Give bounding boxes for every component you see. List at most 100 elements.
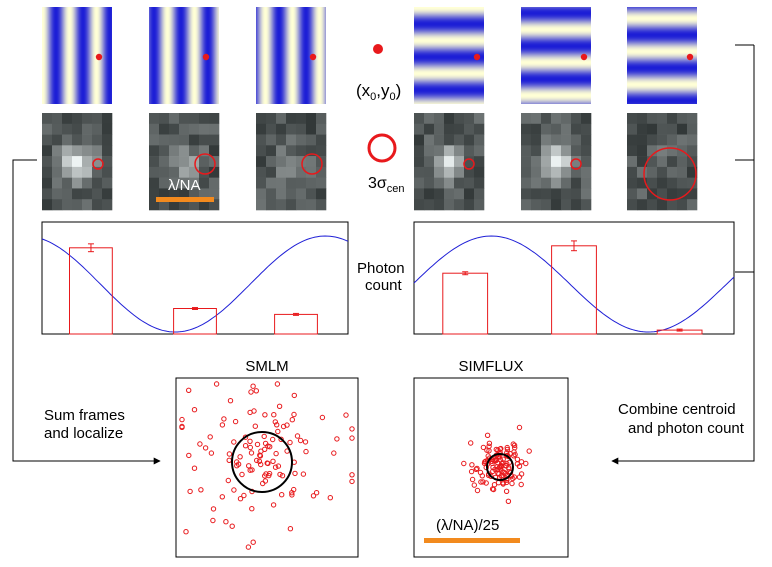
pixel [444, 177, 455, 189]
pixel [42, 166, 53, 178]
pixel [209, 134, 220, 146]
pixel [667, 123, 678, 135]
pixel [637, 188, 648, 200]
localization-point [191, 407, 198, 413]
pixel [627, 199, 638, 211]
localization-point [234, 459, 240, 465]
pixel [541, 134, 552, 146]
pixel [286, 134, 297, 146]
pixel [581, 177, 592, 189]
pixel [189, 145, 200, 157]
localization-point [480, 479, 486, 485]
pixel [266, 113, 277, 125]
pixel [199, 134, 210, 146]
pixel [82, 166, 93, 178]
pixel [256, 123, 267, 135]
localization-point [300, 471, 307, 477]
pixel [316, 188, 327, 200]
pixel [256, 145, 267, 157]
pixel [474, 199, 485, 211]
pixel [677, 166, 688, 178]
pixel [179, 188, 190, 200]
pixel [316, 145, 327, 157]
pixel [102, 188, 113, 200]
localization-point [246, 463, 252, 469]
localization-point [270, 458, 276, 464]
pixel [521, 199, 532, 211]
localization-point [186, 387, 192, 393]
localization-point [291, 486, 297, 493]
photon-bar [442, 272, 489, 335]
pixel [657, 199, 668, 211]
localization-point [223, 519, 229, 525]
localization-point [500, 481, 506, 487]
pixel [667, 113, 678, 125]
simflux-title: SIMFLUX [458, 358, 523, 375]
localization-point [258, 461, 264, 468]
localization-point [249, 467, 255, 473]
pixel [316, 123, 327, 135]
pixel [102, 177, 113, 189]
pixel [266, 199, 277, 211]
localization-point [484, 447, 490, 453]
pixel [444, 145, 455, 157]
pixel [474, 113, 485, 125]
pixel [627, 134, 638, 146]
pixel [286, 156, 297, 168]
simflux-scatter [413, 377, 569, 558]
pixel [82, 134, 93, 146]
pixel [444, 113, 455, 125]
pixel [424, 134, 435, 146]
pixel [266, 177, 277, 189]
pixel [159, 145, 170, 157]
pixel [256, 156, 267, 168]
localization-point [490, 464, 496, 471]
pixel [647, 177, 658, 189]
pixel [424, 166, 435, 178]
localization-point [349, 426, 355, 432]
pixel [306, 145, 317, 157]
pixel [286, 145, 297, 157]
camera-frame [627, 113, 698, 211]
pixel [657, 156, 668, 168]
scale-bar-right-label: (λ/NA)/25 [436, 517, 499, 534]
localization-point [251, 408, 257, 414]
pixel [444, 123, 455, 135]
localization-point [265, 460, 271, 467]
localization-point [516, 474, 523, 480]
pixel [316, 113, 327, 125]
localization-point [294, 433, 301, 439]
pixel [677, 188, 688, 200]
pixel [687, 123, 698, 135]
pixel [62, 123, 73, 135]
localization-point [273, 450, 279, 457]
localization-point [272, 464, 279, 470]
localization-point [225, 477, 232, 484]
pixel [647, 156, 658, 168]
localization-point [496, 471, 502, 477]
pixel [276, 199, 287, 211]
pixel [444, 134, 455, 146]
pixel [434, 199, 445, 211]
pixel [414, 113, 425, 125]
pixel [414, 166, 425, 178]
localization-point [514, 461, 521, 467]
pixel [256, 113, 267, 125]
localization-point [197, 441, 203, 447]
localization-point [249, 506, 255, 512]
pixel [286, 113, 297, 125]
localization-point [505, 498, 512, 504]
pixel [627, 166, 638, 178]
pixel [561, 188, 572, 200]
pixel [561, 145, 572, 157]
pixel [179, 113, 190, 125]
uncertainty-circle [570, 158, 582, 170]
pixel [571, 123, 582, 135]
left-caption-2: and localize [44, 425, 123, 442]
pixel [159, 199, 170, 211]
pixel [296, 134, 307, 146]
pixel [159, 156, 170, 168]
pixel [474, 145, 485, 157]
pixel [149, 134, 160, 146]
